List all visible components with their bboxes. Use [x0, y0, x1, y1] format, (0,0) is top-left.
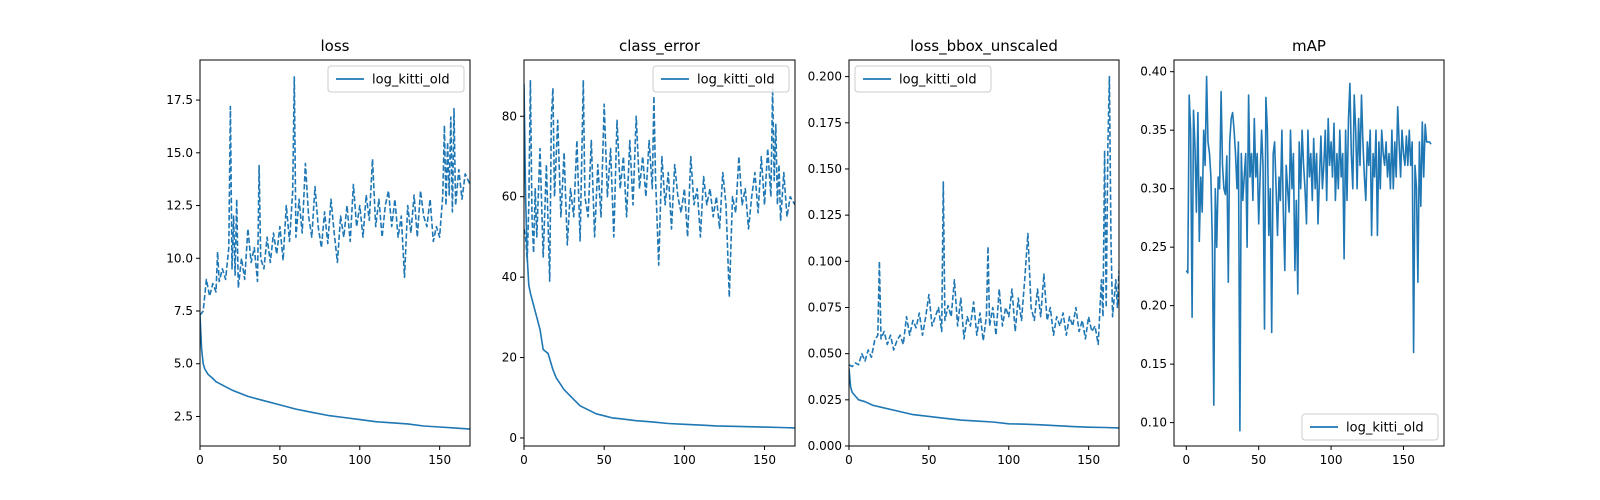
x-tick-label: 0: [520, 453, 528, 467]
y-tick-label: 0.20: [1140, 299, 1167, 313]
series-line-solid: [524, 84, 795, 429]
y-tick-label: 0.35: [1140, 123, 1167, 137]
y-tick-label: 0.15: [1140, 357, 1167, 371]
y-tick-label: 0.40: [1140, 65, 1167, 79]
y-tick-label: 15.0: [166, 146, 193, 160]
y-tick-label: 7.5: [174, 304, 193, 318]
x-tick-label: 50: [921, 453, 936, 467]
y-tick-label: 0.075: [808, 300, 842, 314]
axes-frame: [199, 59, 471, 447]
y-tick-label: 0: [509, 431, 517, 445]
legend: log_kitti_old: [854, 65, 992, 93]
y-tick-label: 0.125: [808, 208, 842, 222]
x-tick-label: 100: [1320, 453, 1343, 467]
series-line-solid: [849, 368, 1119, 429]
y-tick-label: 0.10: [1140, 416, 1167, 430]
series-line-dashed: [524, 79, 795, 298]
x-tick-label: 100: [997, 453, 1020, 467]
x-tick-label: 50: [272, 453, 287, 467]
y-tick-label: 0.025: [808, 393, 842, 407]
x-tick-label: 0: [845, 453, 853, 467]
series-line-solid: [1185, 75, 1432, 432]
legend-label: log_kitti_old: [899, 73, 977, 88]
y-tick-label: 12.5: [166, 199, 193, 213]
x-tick-label: 0: [1182, 453, 1190, 467]
x-tick-label: 100: [348, 453, 371, 467]
y-tick-label: 0.175: [808, 116, 842, 130]
axes-frame: [523, 59, 796, 447]
subplot-4: mAP 0 50 100 150 0.10 0.15 0.20 0.25 0.30 0.35 0.40…: [1140, 37, 1445, 467]
x-tick-label: 100: [673, 453, 696, 467]
legend: log_kitti_old: [327, 65, 465, 93]
legend-label: log_kitti_old: [1346, 421, 1424, 436]
y-tick-label: 5.0: [174, 357, 193, 371]
legend-label: log_kitti_old: [372, 73, 450, 88]
legend: log_kitti_old: [652, 65, 790, 93]
subplot-1: loss 0 50 100 150 2.5 5.0 7.5 10.0 12.5 15.0 17.5 lo…: [166, 37, 471, 467]
series-line-dashed: [849, 75, 1119, 368]
y-tick-label: 0.000: [808, 439, 842, 453]
x-tick-label: 0: [196, 453, 204, 467]
axes-frame: [848, 59, 1120, 447]
x-tick-label: 150: [753, 453, 776, 467]
subplot-3: loss_bbox_unscaled 0 50 100 150 0.000 0.025 0.0…: [808, 37, 1120, 467]
y-tick-label: 17.5: [166, 93, 193, 107]
y-tick-label: 0.200: [808, 70, 842, 84]
x-tick-label: 150: [428, 453, 451, 467]
subplot-title: loss_bbox_unscaled: [910, 37, 1058, 56]
legend: log_kitti_old: [1301, 413, 1439, 441]
y-tick-label: 10.0: [166, 251, 193, 265]
legend-label: log_kitti_old: [697, 73, 775, 88]
y-tick-label: 0.150: [808, 162, 842, 176]
series-line-dashed: [200, 76, 470, 316]
legend-box: [854, 65, 992, 93]
legend-box: [327, 65, 465, 93]
series-line-solid: [200, 315, 470, 430]
y-tick-label: 20: [502, 351, 517, 365]
x-tick-label: 50: [1251, 453, 1266, 467]
legend-box: [1301, 413, 1439, 441]
subplot-title: class_error: [619, 37, 701, 56]
y-tick-label: 0.050: [808, 347, 842, 361]
subplot-title: loss: [321, 37, 350, 55]
subplot-2: class_error 0 50 100 150 0 20 40 60 80 log_kitti_o…: [502, 37, 796, 467]
y-tick-label: 0.100: [808, 254, 842, 268]
x-tick-label: 150: [1077, 453, 1100, 467]
y-tick-label: 40: [502, 270, 517, 284]
legend-box: [652, 65, 790, 93]
subplot-title: mAP: [1292, 37, 1326, 55]
y-tick-label: 80: [502, 109, 517, 123]
axes-frame: [1173, 59, 1445, 447]
x-tick-label: 150: [1392, 453, 1415, 467]
y-tick-label: 0.30: [1140, 182, 1167, 196]
y-tick-label: 0.25: [1140, 240, 1167, 254]
y-tick-label: 2.5: [174, 409, 193, 423]
x-tick-label: 50: [597, 453, 612, 467]
y-tick-label: 60: [502, 190, 517, 204]
